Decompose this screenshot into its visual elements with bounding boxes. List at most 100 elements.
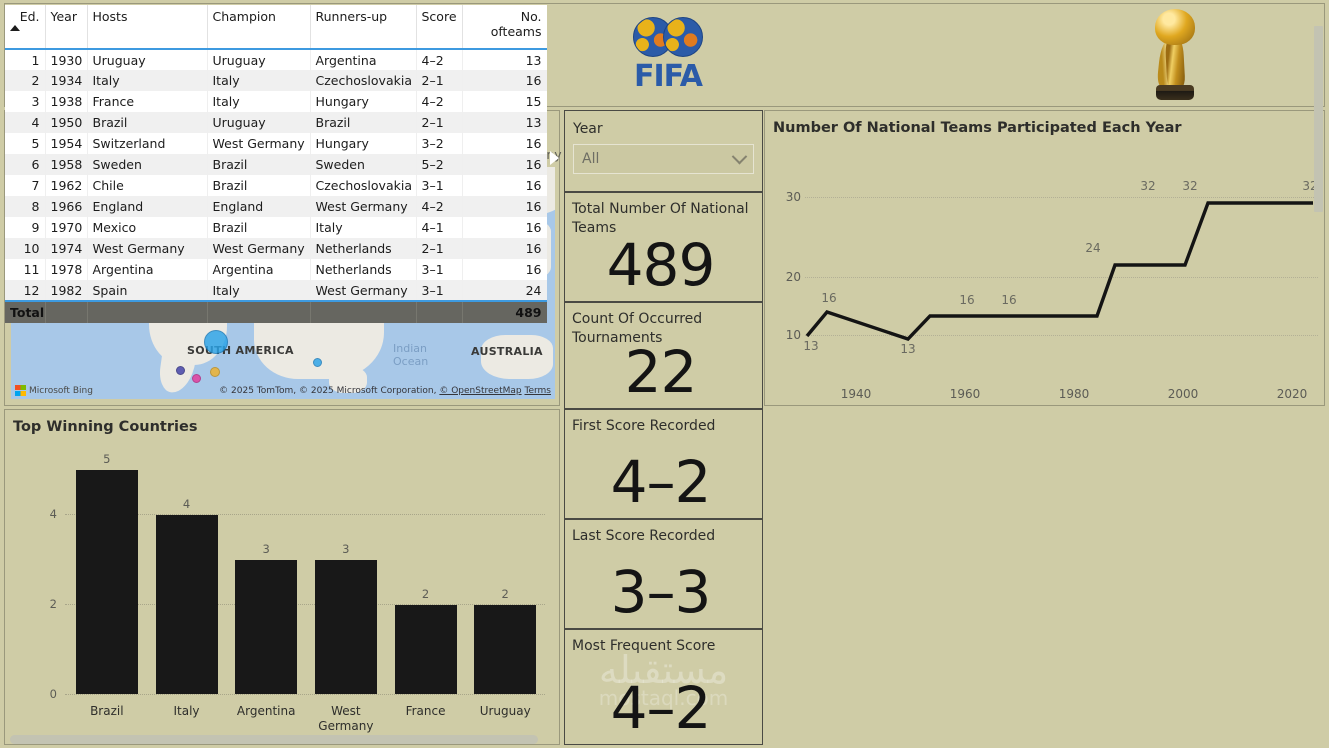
- table-row[interactable]: 2 1934 Italy Italy Czechoslovakia 2–1 16: [5, 70, 547, 91]
- bar-ytick-2: 2: [49, 597, 57, 611]
- table-row[interactable]: 10 1974 West Germany West Germany Netherland…: [5, 238, 547, 259]
- bar-uruguay[interactable]: 2: [465, 446, 545, 694]
- bar-value-italy: 4: [182, 497, 191, 511]
- cell-runners-up: Netherlands: [310, 238, 417, 259]
- cell-year: 1930: [45, 49, 88, 70]
- cell-year: 1966: [45, 196, 88, 217]
- col-header-ed[interactable]: Ed.: [5, 5, 46, 50]
- map-bubble-south-africa[interactable]: [313, 358, 322, 367]
- cell-score: 3–1: [416, 280, 463, 301]
- kpi-last-score-recorded[interactable]: Last Score Recorded 3–3: [564, 519, 763, 629]
- col-header-year[interactable]: Year: [45, 5, 88, 50]
- table-row[interactable]: 7 1962 Chile Brazil Czechoslovakia 3–1 16: [5, 175, 547, 196]
- table-row[interactable]: 5 1954 Switzerland West Germany Hungary 3–2 16: [5, 133, 547, 154]
- kpi-value: 489: [606, 231, 716, 299]
- cell-ed: 10: [5, 238, 46, 259]
- bar-argentina[interactable]: 3: [226, 446, 306, 694]
- cell-hosts: Spain: [87, 280, 208, 301]
- table-row[interactable]: 1 1930 Uruguay Uruguay Argentina 4–2 13: [5, 49, 547, 70]
- sort-ascending-icon[interactable]: [10, 25, 20, 31]
- cell-year: 1982: [45, 280, 88, 301]
- cell-score: 2–1: [416, 238, 463, 259]
- table-row[interactable]: 6 1958 Sweden Brazil Sweden 5–2 16: [5, 154, 547, 175]
- cell-runners-up: Hungary: [310, 133, 417, 154]
- kpi-first-score-recorded[interactable]: First Score Recorded 4–2: [564, 409, 763, 519]
- cell-score: 4–2: [416, 196, 463, 217]
- openstreetmap-link[interactable]: © OpenStreetMap: [439, 386, 522, 396]
- line-point-label-1954: 16: [959, 293, 975, 307]
- legend-next-arrow-icon[interactable]: [550, 151, 559, 165]
- world-cup-trophy-icon: [1145, 9, 1205, 105]
- col-header-champion[interactable]: Champion: [207, 5, 311, 50]
- cell-champion: Uruguay: [207, 49, 311, 70]
- bar-brazil[interactable]: 5: [67, 446, 147, 694]
- cell-year: 1950: [45, 112, 88, 133]
- cell-runners-up: Czechoslovakia: [310, 175, 417, 196]
- bing-attribution: Microsoft Bing: [15, 385, 93, 396]
- kpi-count-occurred-tournaments[interactable]: Count Of Occurred Tournaments 22: [564, 302, 763, 409]
- table-vertical-scrollbar[interactable]: [1314, 26, 1323, 212]
- bar-label-italy: Italy: [173, 704, 200, 718]
- table-row[interactable]: 4 1950 Brazil Uruguay Brazil 2–1 13: [5, 112, 547, 133]
- map-bubble-brazil-sa[interactable]: [204, 330, 228, 354]
- bar-italy[interactable]: 4: [147, 446, 227, 694]
- cell-champion: Brazil: [207, 175, 311, 196]
- top-winning-countries-panel[interactable]: Top Winning Countries 0 2 4 5 4 3 3: [4, 409, 560, 745]
- line-point-label-1934: 16: [821, 291, 837, 305]
- cell-ed: 7: [5, 175, 46, 196]
- line-xtick-1940: 1940: [840, 387, 872, 401]
- cell-teams: 13: [462, 112, 547, 133]
- line-xtick-2000: 2000: [1167, 387, 1199, 401]
- table-row[interactable]: 11 1978 Argentina Argentina Netherlands 3–1 16: [5, 259, 547, 280]
- line-point-label-2006: 32: [1182, 179, 1198, 193]
- year-slicer[interactable]: Year All: [564, 110, 763, 192]
- bar-west-germany[interactable]: 3: [306, 446, 386, 694]
- chevron-down-icon[interactable]: [731, 148, 748, 164]
- line-ytick-20: 20: [785, 270, 801, 284]
- cell-hosts: France: [87, 91, 208, 112]
- table-row[interactable]: 9 1970 Mexico Brazil Italy 4–1 16: [5, 217, 547, 238]
- teams-per-year-panel[interactable]: Number Of National Teams Participated Ea…: [764, 110, 1325, 406]
- bar-value-france: 2: [421, 587, 430, 601]
- cell-ed: 4: [5, 112, 46, 133]
- cell-hosts: Brazil: [87, 112, 208, 133]
- cell-year: 1970: [45, 217, 88, 238]
- year-slicer-dropdown[interactable]: All: [573, 144, 754, 174]
- cell-champion: Italy: [207, 91, 311, 112]
- world-cup-finals-table[interactable]: Ed. Year Hosts Champion Runners-up Score…: [5, 5, 547, 323]
- map-bubble-uruguay[interactable]: [210, 367, 220, 377]
- table-row[interactable]: 8 1966 England England West Germany 4–2 16: [5, 196, 547, 217]
- line-xtick-2020: 2020: [1276, 387, 1308, 401]
- table-row[interactable]: 12 1982 Spain Italy West Germany 3–1 24: [5, 280, 547, 301]
- table-total-row: Total 489: [5, 300, 547, 323]
- table-row[interactable]: 3 1938 France Italy Hungary 4–2 15: [5, 91, 547, 112]
- col-header-score[interactable]: Score: [416, 5, 463, 50]
- col-header-hosts[interactable]: Hosts: [87, 5, 208, 50]
- cell-ed: 11: [5, 259, 46, 280]
- fifa-logo-text: FIFA: [634, 59, 703, 94]
- bar-label-west-germany: West Germany: [318, 704, 374, 733]
- map-bubble-argentina[interactable]: [192, 374, 201, 383]
- total-blank: [45, 300, 88, 323]
- table-horizontal-scrollbar[interactable]: [10, 735, 538, 744]
- cell-ed: 6: [5, 154, 46, 175]
- kpi-most-frequent-score[interactable]: Most Frequent Score مستقبله mostaql.com …: [564, 629, 763, 745]
- kpi-label: Count Of Occurred Tournaments: [572, 311, 703, 346]
- cell-year: 1962: [45, 175, 88, 196]
- cell-hosts: Mexico: [87, 217, 208, 238]
- table-body: 1 1930 Uruguay Uruguay Argentina 4–2 13 2 1934 I…: [5, 49, 547, 301]
- map-bubble-chile[interactable]: [176, 366, 185, 375]
- bar-label-argentina: Argentina: [236, 704, 296, 718]
- cell-runners-up: Hungary: [310, 91, 417, 112]
- bar-france[interactable]: 2: [386, 446, 466, 694]
- cell-runners-up: Brazil: [310, 112, 417, 133]
- microsoft-logo-icon: [15, 385, 26, 396]
- cell-year: 1958: [45, 154, 88, 175]
- cell-champion: Italy: [207, 70, 311, 91]
- col-header-runners-up[interactable]: Runners-up: [310, 5, 417, 50]
- terms-link[interactable]: Terms: [524, 386, 551, 396]
- col-header-no-of-teams[interactable]: No. ofteams: [462, 5, 547, 50]
- cell-ed: 8: [5, 196, 46, 217]
- kpi-total-national-teams[interactable]: Total Number Of National Teams 489: [564, 192, 763, 302]
